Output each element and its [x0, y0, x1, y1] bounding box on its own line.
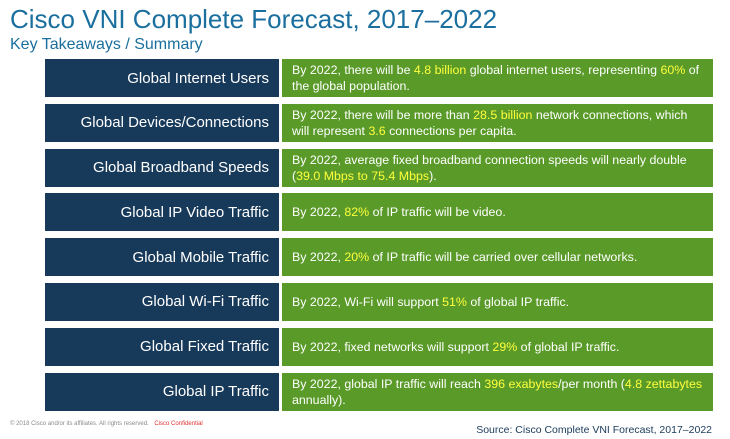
- takeaway-description: By 2022, global IP traffic will reach 39…: [280, 371, 714, 412]
- takeaway-row: Global Wi-Fi Traffic By 2022, Wi-Fi will …: [44, 281, 714, 322]
- description-text: By 2022, there will be more than: [292, 107, 474, 122]
- takeaway-description: By 2022, 20% of IP traffic will be carri…: [280, 237, 714, 278]
- takeaway-description: By 2022, Wi-Fi will support 51% of globa…: [280, 281, 714, 322]
- description-text: By 2022, fixed networks will support: [292, 339, 493, 354]
- highlight-value: 29%: [492, 339, 518, 354]
- takeaway-description: By 2022, average fixed broadband connect…: [280, 147, 714, 188]
- description-text: By 2022, average fixed broadband connect…: [292, 152, 687, 183]
- description-text: /per month (: [558, 376, 625, 391]
- description-text: of IP traffic will be video.: [369, 205, 506, 220]
- takeaway-label: Global Fixed Traffic: [44, 326, 280, 367]
- takeaway-label: Global IP Traffic: [44, 371, 280, 412]
- description-text: connections per capita.: [385, 123, 517, 138]
- highlight-value: 20%: [344, 250, 370, 265]
- copyright-text: © 2018 Cisco and/or its affiliates. All …: [10, 421, 149, 427]
- highlight-value: 51%: [442, 294, 467, 309]
- takeaway-description: By 2022, 82% of IP traffic will be video…: [280, 192, 714, 233]
- takeaway-description: By 2022, fixed networks will support 29%…: [280, 326, 714, 367]
- description-text: of global IP traffic.: [517, 339, 620, 354]
- takeaway-row: Global Internet Users By 2022, there will…: [44, 58, 714, 98]
- takeaway-row: Global Devices/Connections By 2022, there…: [44, 102, 714, 143]
- slide-title: Cisco VNI Complete Forecast, 2017–2022: [10, 4, 498, 34]
- highlight-value: 28.5 billion: [473, 107, 533, 122]
- takeaway-label: Global Mobile Traffic: [44, 237, 280, 278]
- description-text: of the global population.: [292, 63, 700, 93]
- highlight-value: 3.6: [368, 123, 386, 138]
- description-text: By 2022,: [292, 250, 345, 265]
- takeaway-label: Global Devices/Connections: [44, 102, 280, 143]
- description-text: ).: [429, 168, 437, 183]
- footer-copyright: © 2018 Cisco and/or its affiliates. All …: [10, 421, 203, 427]
- takeaways-table: Global Internet Users By 2022, there will…: [44, 58, 714, 416]
- description-text: By 2022, global IP traffic will reach: [292, 376, 485, 391]
- description-text: By 2022,: [292, 205, 345, 220]
- takeaway-row: Global Fixed Traffic By 2022, fixed netwo…: [44, 326, 714, 367]
- highlight-value: 4.8 billion: [413, 63, 467, 77]
- confidential-label: Cisco Confidential: [154, 421, 203, 427]
- slide-subtitle: Key Takeaways / Summary: [10, 36, 203, 53]
- takeaway-row: Global IP Video Traffic By 2022, 82% of I…: [44, 192, 714, 233]
- takeaway-description: By 2022, there will be more than 28.5 bi…: [280, 102, 714, 143]
- highlight-value: 39.0 Mbps to 75.4 Mbps: [296, 168, 430, 183]
- takeaway-label: Global IP Video Traffic: [44, 192, 280, 233]
- takeaway-label: Global Broadband Speeds: [44, 147, 280, 188]
- takeaway-label: Global Internet Users: [44, 58, 280, 98]
- description-text: global internet users, representing: [466, 63, 661, 77]
- description-text: of IP traffic will be carried over cellu…: [369, 250, 638, 265]
- description-text: annually).: [292, 392, 346, 407]
- description-text: network connections, which will represen…: [292, 107, 688, 138]
- highlight-value: 4.8 zettabytes: [624, 376, 703, 391]
- highlight-value: 82%: [344, 205, 370, 220]
- description-text: of global IP traffic.: [466, 294, 570, 309]
- source-note: Source: Cisco Complete VNI Forecast, 201…: [476, 424, 712, 436]
- takeaway-label: Global Wi-Fi Traffic: [44, 281, 280, 322]
- highlight-value: 60%: [660, 63, 686, 77]
- takeaway-row: Global Mobile Traffic By 2022, 20% of IP …: [44, 237, 714, 278]
- takeaway-row: Global IP Traffic By 2022, global IP traf…: [44, 371, 714, 412]
- takeaway-description: By 2022, there will be 4.8 billion globa…: [280, 58, 714, 98]
- highlight-value: 396 exabytes: [484, 376, 559, 391]
- takeaway-row: Global Broadband Speeds By 2022, average …: [44, 147, 714, 188]
- description-text: By 2022, Wi-Fi will support: [292, 294, 443, 309]
- description-text: By 2022, there will be: [292, 63, 414, 77]
